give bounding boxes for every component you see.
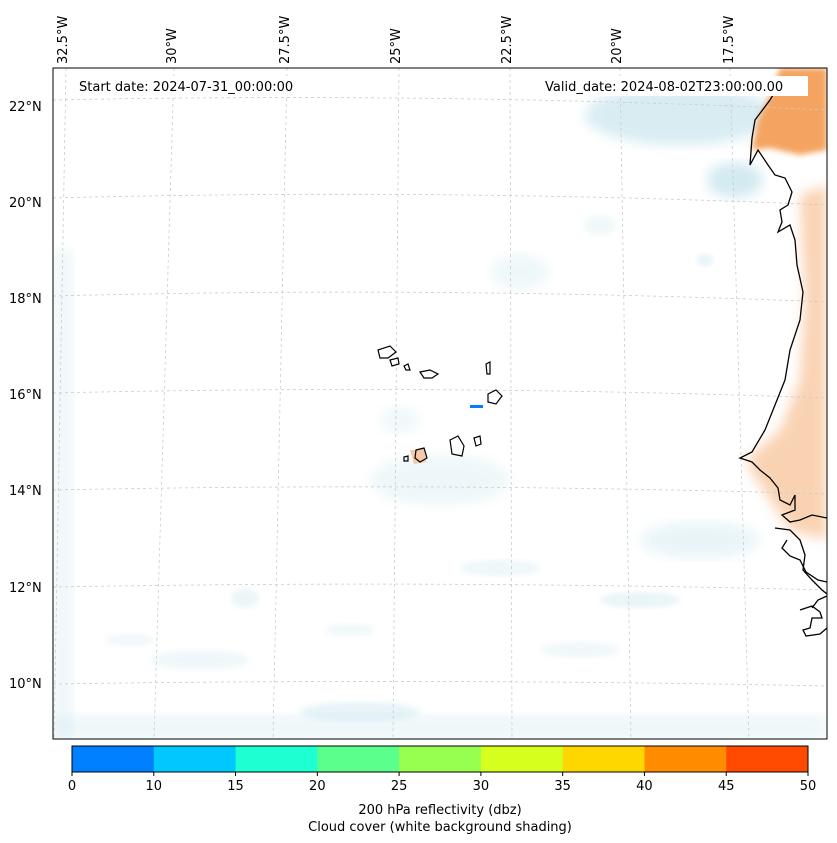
colorbar-segment [235, 746, 318, 772]
lon-label: 30°W [165, 28, 180, 64]
colorbar-tick-label: 50 [800, 779, 817, 794]
lat-label: 22°N [9, 100, 42, 115]
lon-label: 17.5°W [722, 16, 737, 64]
colorbar-tick-label: 20 [309, 779, 326, 794]
lat-label: 12°N [9, 581, 42, 596]
colorbar-segment [562, 746, 645, 772]
cape-verde-islands [377, 345, 503, 463]
map-area [53, 68, 827, 739]
lat-label: 18°N [9, 292, 42, 307]
colorbar-label-line1: 200 hPa reflectivity (dbz) [358, 803, 521, 818]
colorbar-label-line2: Cloud cover (white background shading) [308, 820, 572, 835]
cloud-cover-shading [53, 85, 827, 739]
colorbar-tick-label: 30 [473, 779, 490, 794]
lon-label: 32.5°W [56, 16, 71, 64]
valid-date-label: Valid_date: 2024-08-02T23:00:00.00 [545, 80, 783, 95]
lat-label: 14°N [9, 484, 42, 499]
lat-label: 10°N [9, 677, 42, 692]
colorbar-tick-label: 40 [636, 779, 653, 794]
colorbar-segment [153, 746, 237, 772]
lon-label: 22.5°W [500, 16, 515, 64]
map-frame [52, 67, 828, 740]
colorbar-tick-label: 25 [391, 779, 408, 794]
colorbar: 0 10 15 20 25 30 35 40 45 50 [68, 745, 817, 794]
colorbar-tick-label: 15 [227, 779, 244, 794]
colorbar-tick-label: 45 [718, 779, 735, 794]
lat-label: 20°N [9, 196, 42, 211]
colorbar-segment [399, 746, 482, 772]
start-date-label: Start date: 2024-07-31_00:00:00 [79, 80, 293, 95]
graticule [53, 68, 827, 739]
colorbar-tick-label: 0 [68, 779, 76, 794]
lon-label: 20°W [610, 28, 625, 64]
lon-label: 27.5°W [278, 16, 293, 64]
colorbar-segment [644, 746, 727, 772]
colorbar-segment [480, 746, 564, 772]
colorbar-tick-label: 35 [554, 779, 571, 794]
colorbar-segment [72, 746, 155, 772]
reflectivity-cell [470, 405, 483, 408]
colorbar-segment [317, 746, 400, 772]
latitude-labels: 22°N 20°N 18°N 16°N 14°N 12°N 10°N [9, 100, 42, 692]
lon-label: 25°W [389, 28, 404, 64]
colorbar-segment [726, 746, 809, 772]
colorbar-tick-label: 10 [146, 779, 163, 794]
lat-label: 16°N [9, 388, 42, 403]
coastline [738, 79, 827, 637]
longitude-labels: 32.5°W 30°W 27.5°W 25°W 22.5°W 20°W 17.5… [56, 16, 737, 64]
colorbar-frame [71, 745, 809, 773]
